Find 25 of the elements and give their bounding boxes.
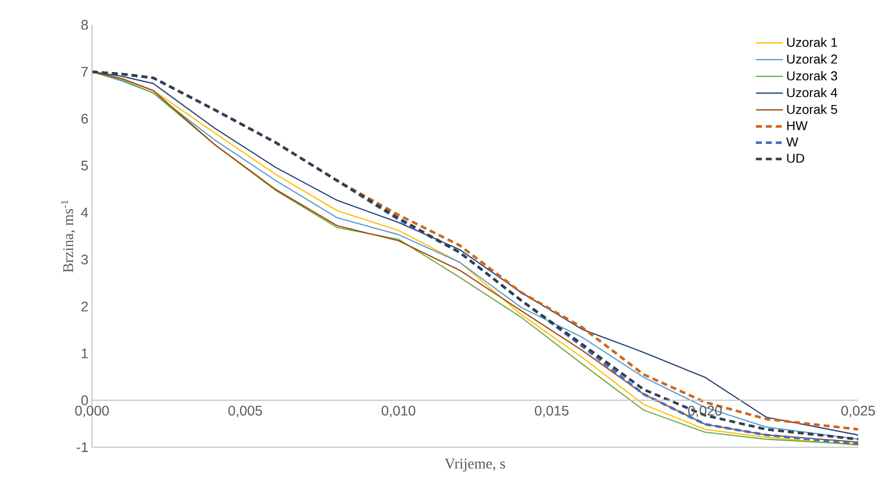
y-tick-label: 8 bbox=[81, 20, 88, 30]
legend-label: HW bbox=[787, 121, 808, 130]
y-tick-label: -1 bbox=[76, 442, 88, 452]
y-tick-label: 7 bbox=[81, 67, 88, 77]
x-tick-label: 0,005 bbox=[228, 406, 262, 418]
x-tick-label: 0,000 bbox=[75, 406, 109, 418]
y-tick-label: 3 bbox=[81, 254, 88, 264]
x-axis-title: Vrijeme, s bbox=[444, 458, 506, 472]
legend-label: Uzorak 3 bbox=[787, 70, 838, 80]
legend-label: W bbox=[786, 138, 798, 146]
legend-label: Uzorak 1 bbox=[787, 37, 838, 47]
legend-label: Uzorak 2 bbox=[787, 54, 838, 64]
y-tick-label: 2 bbox=[81, 302, 88, 312]
x-tick-label: 0,015 bbox=[534, 406, 568, 418]
x-tick-label: 0,010 bbox=[382, 406, 416, 418]
y-tick-label: 4 bbox=[81, 208, 88, 218]
x-tick-label: 0,025 bbox=[841, 406, 875, 418]
legend-label: Uzorak 5 bbox=[787, 104, 838, 114]
legend-label: Uzorak 4 bbox=[787, 88, 838, 98]
y-tick-label: 0 bbox=[81, 395, 88, 406]
y-tick-label: 5 bbox=[81, 160, 88, 170]
legend-label: UD bbox=[787, 154, 804, 163]
y-axis-title: Brzina, ms$^{-1}$ bbox=[60, 200, 76, 272]
y-tick-label: 6 bbox=[81, 114, 88, 124]
y-tick-label: 1 bbox=[82, 348, 88, 358]
